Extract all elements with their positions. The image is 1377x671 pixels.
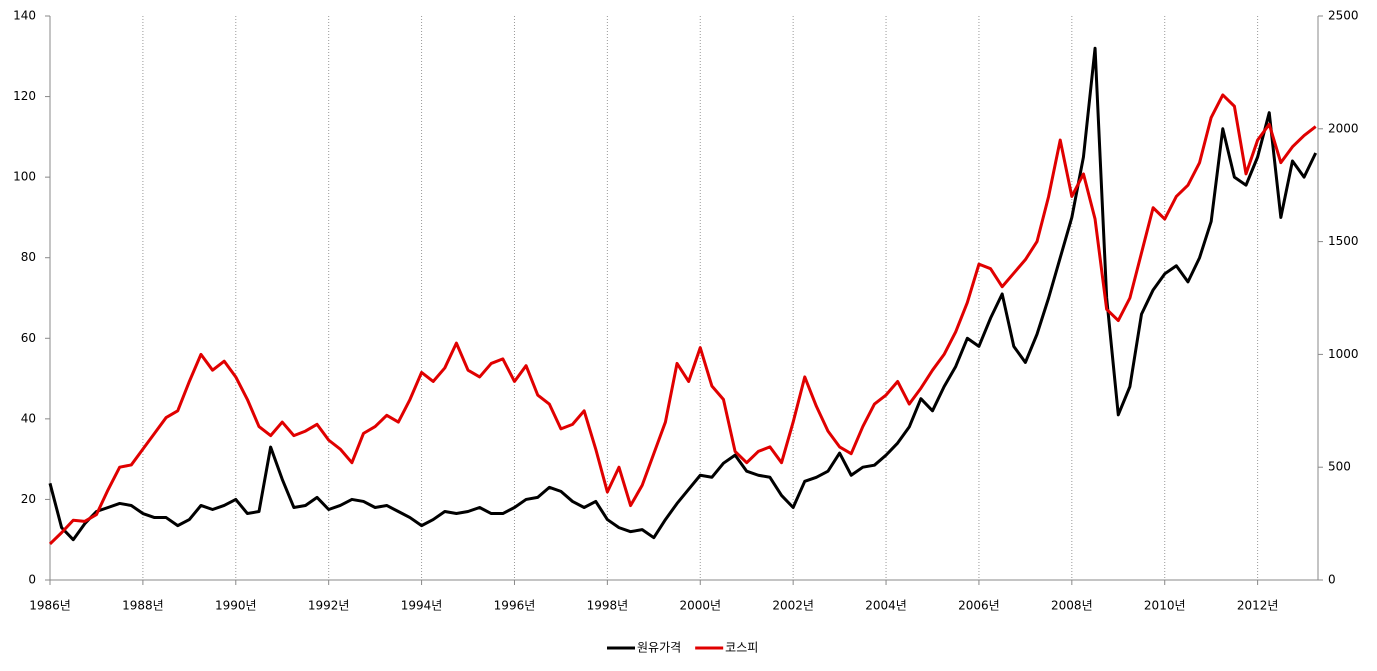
x-tick-label: 1988년 (122, 599, 164, 613)
y-tick-label: 20 (21, 492, 36, 506)
x-tick-label: 2010년 (1144, 599, 1186, 613)
y-tick-label: 120 (13, 89, 36, 103)
y-tick-label: 40 (21, 411, 36, 425)
x-tick-label: 2004년 (865, 599, 907, 613)
x-tick-label: 2006년 (958, 599, 1000, 613)
x-tick-label: 1986년 (29, 599, 71, 613)
x-tick-label: 2012년 (1237, 599, 1279, 613)
y2-tick-label: 2000 (1328, 121, 1359, 135)
y-tick-label: 0 (28, 573, 36, 587)
x-tick-label: 2008년 (1051, 599, 1093, 613)
x-tick-label: 1998년 (587, 599, 629, 613)
x-tick-label: 1990년 (215, 599, 257, 613)
legend-label: 코스피 (725, 641, 758, 655)
x-tick-label: 2000년 (679, 599, 721, 613)
y2-tick-label: 1000 (1328, 347, 1359, 361)
series-line (48, 93, 1317, 545)
series-line (48, 46, 1318, 542)
x-tick-label: 1992년 (308, 599, 350, 613)
y-tick-label: 100 (13, 170, 36, 184)
y-tick-label: 60 (21, 331, 36, 345)
x-tick-label: 2002년 (772, 599, 814, 613)
y2-tick-label: 500 (1328, 460, 1351, 474)
legend-label: 원유가격 (637, 641, 681, 655)
x-tick-label: 1996년 (494, 599, 536, 613)
y2-tick-label: 0 (1328, 573, 1336, 587)
y-tick-label: 140 (13, 9, 36, 23)
y-tick-label: 80 (21, 250, 36, 264)
y2-tick-label: 2500 (1328, 9, 1359, 23)
x-tick-label: 1994년 (401, 599, 443, 613)
y2-tick-label: 1500 (1328, 234, 1359, 248)
